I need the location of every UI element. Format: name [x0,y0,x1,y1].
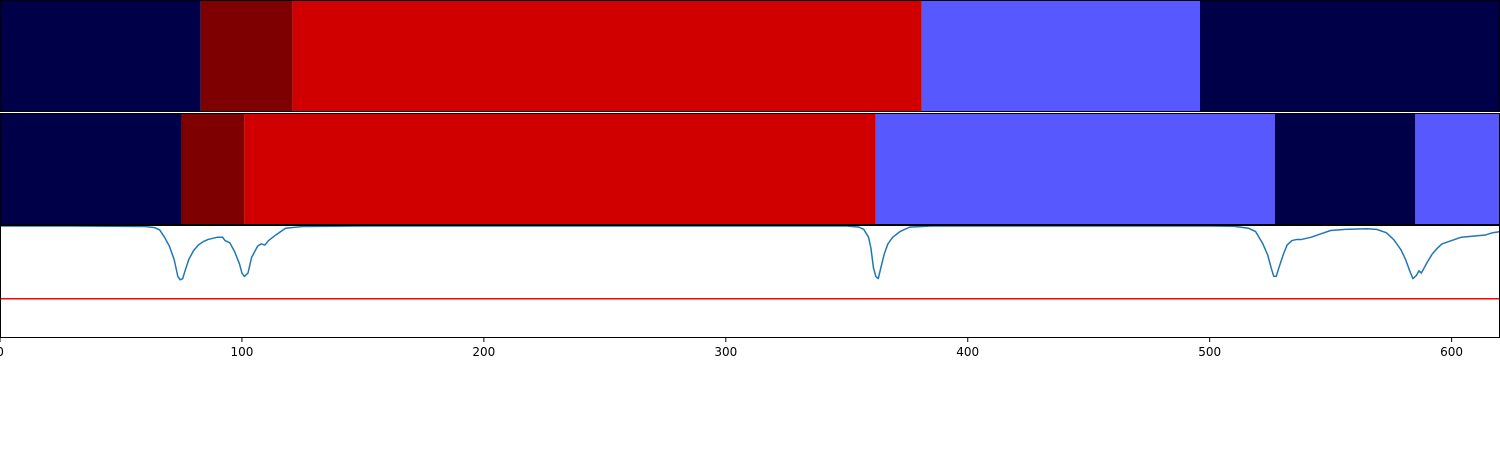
top-bar-segment-0 [0,0,201,112]
signal-line [0,225,1500,281]
signal-panel-background [0,226,1500,338]
middle-bar-segment-1 [181,113,245,225]
x-tick-label: 500 [1198,345,1221,359]
middle-bar-segment-2 [244,113,876,225]
top-bar-segment-3 [921,0,1200,112]
top-bar-segment-1 [200,0,293,112]
x-tick-label: 100 [230,345,253,359]
x-axis: 0 100 200 300 400 500 600 [0,338,1463,359]
middle-bar-segment-3 [875,113,1275,225]
middle-bar-segment-0 [0,113,182,225]
x-tick-label: 300 [714,345,737,359]
middle-bar-segment-5 [1415,113,1500,225]
x-tick-label: 200 [472,345,495,359]
signal-panel [0,225,1500,338]
top-bar-segment-2 [292,0,922,112]
x-tick-label: 400 [956,345,979,359]
top-bar-segment-4 [1200,0,1500,112]
middle-bar [0,113,1500,225]
x-tick-label: 600 [1440,345,1463,359]
middle-bar-segment-4 [1275,113,1416,225]
x-tick-label: 0 [0,345,4,359]
top-bar [0,0,1500,112]
